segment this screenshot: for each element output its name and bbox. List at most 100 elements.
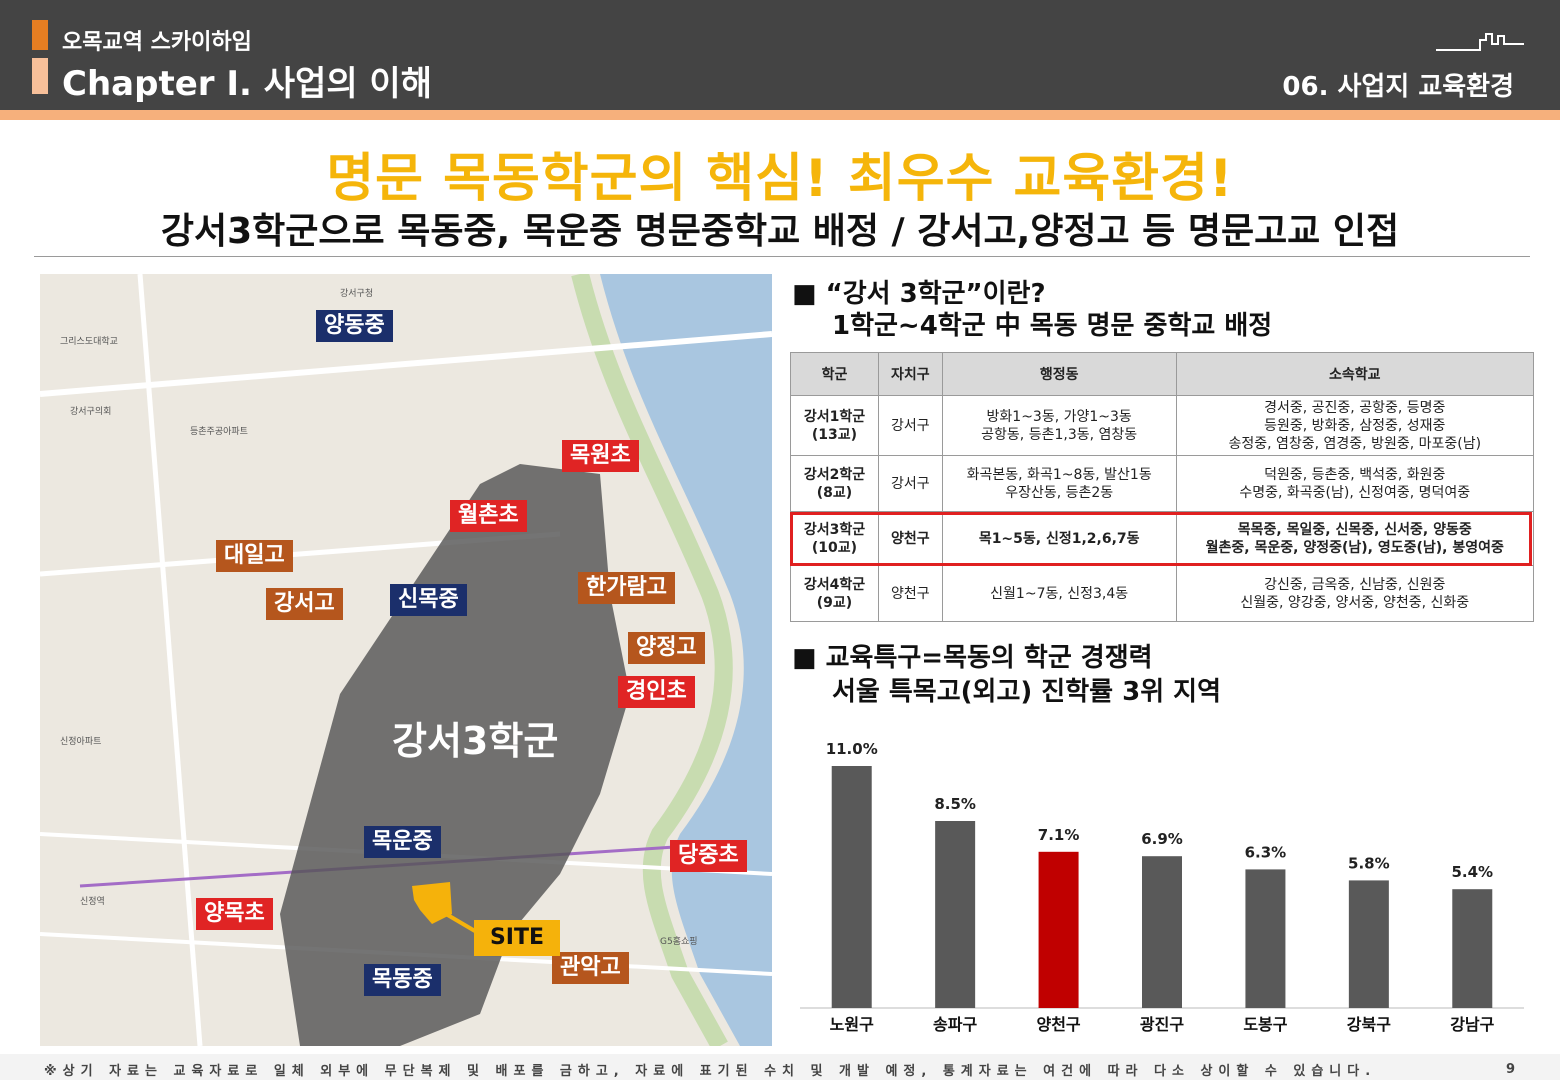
header-accent-bottom (32, 58, 48, 94)
chart-data-label: 6.9% (1141, 830, 1183, 848)
chart-bar (1245, 869, 1286, 1008)
school-label-mokwon: 목원초 (562, 440, 639, 472)
schools-line: 월촌중, 목운중, 양정중(남), 영도중(남), 봉영여중 (1205, 539, 1504, 556)
chart-category-label: 노원구 (830, 1015, 874, 1034)
footer-note: ※상기 자료는 교육자료로 일체 외부에 무단복제 및 배포를 금하고, 자료에… (44, 1064, 1377, 1079)
chart-category-label: 양천구 (1036, 1015, 1080, 1034)
school-label-yangdong: 양동중 (316, 310, 393, 342)
chart-bar (831, 766, 872, 1008)
group-name: 강서3학군 (803, 521, 866, 538)
chart-category-label: 도봉구 (1243, 1015, 1287, 1034)
section1-heading: ■ “강서 3학군”이란? (792, 279, 1046, 309)
school-label-yangjeong: 양정고 (628, 632, 705, 664)
group-count: (10교) (811, 539, 858, 556)
chart-data-label: 11.0% (826, 740, 878, 758)
chart-category-label: 강남구 (1450, 1015, 1494, 1034)
dong-line: 화곡본동, 화곡1~8동, 발산1동 (966, 466, 1152, 483)
main-title: 명문 목동학군의 핵심! 최우수 교육환경! (326, 149, 1234, 209)
map-street-text: 등촌주공아파트 (190, 427, 248, 437)
map-street-text: 그리스도대학교 (60, 337, 118, 347)
district-label: 강서3학군 (392, 719, 559, 763)
schools-line: 등원중, 방화중, 삼정중, 성재중 (1264, 417, 1446, 434)
group-count: (8교) (816, 484, 853, 501)
table-row-highlighted: 강서3학군 (10교) 양천구 목1~5동, 신정1,2,6,7동 목목중, 목… (790, 511, 1535, 566)
group-name: 강서4학군 (803, 576, 866, 593)
chart-bar (935, 821, 976, 1008)
dong-cell: 화곡본동, 화곡1~8동, 발산1동 우장산동, 등촌2동 (941, 455, 1177, 512)
admission-rate-bar-chart: 11.0% 노원구 8.5% 송파구 7.1% 양천구 6.9% 광진구 6.3% 도봉구 5.8%… (800, 740, 1524, 1034)
subtitle: 강서3학군으로 목동중, 목운중 명문중학교 배정 / 강서고,양정고 등 명문… (160, 211, 1400, 252)
group-count: (9교) (816, 594, 853, 611)
dong-line: 방화1~3동, 가양1~3동 (986, 408, 1132, 425)
skyline-logo-icon (1436, 33, 1524, 51)
chart-category-label: 강북구 (1347, 1015, 1391, 1034)
school-label-hangaram: 한가람고 (578, 572, 675, 604)
title-divider (34, 256, 1530, 257)
table-header-row: 학군 자치구 행정동 소속학교 (790, 352, 1535, 396)
school-label-mokun: 목운중 (364, 826, 441, 858)
section2-heading: ■ 교육특구=목동의 학군 경쟁력 (792, 643, 1153, 673)
schools-line: 강신중, 금옥중, 신남중, 신원중 (1264, 576, 1446, 593)
table-row: 강서4학군 (9교) 양천구 신월1~7동, 신정3,4동 강신중, 금옥중, … (790, 565, 1535, 622)
header-strip (0, 110, 1560, 120)
group-name: 강서1학군 (803, 408, 866, 425)
chart-bar (1142, 856, 1182, 1008)
chart-data-label: 5.8% (1348, 854, 1390, 872)
section-title: 06. 사업지 교육환경 (1282, 72, 1514, 102)
gu-cell: 양천구 (877, 565, 943, 622)
schools-line: 경서중, 공진중, 공항중, 등명중 (1264, 399, 1446, 416)
group-cell: 강서3학군 (10교) (790, 511, 879, 566)
map-street-text: 강서구청 (340, 289, 374, 299)
chart-bar (1038, 851, 1079, 1008)
section2-subheading: 서울 특목고(외고) 진학률 3위 지역 (832, 677, 1222, 707)
table-row: 강서1학군 (13교) 강서구 방화1~3동, 가양1~3동 공항동, 등촌1,… (790, 395, 1535, 456)
gu-cell: 강서구 (877, 455, 943, 512)
dong-line: 공항동, 등촌1,3동, 염창동 (981, 426, 1138, 443)
schools-line: 송정중, 염창중, 염경중, 방원중, 마포중(남) (1228, 435, 1482, 452)
table-header-cell: 자치구 (877, 352, 943, 396)
dong-line: 우장산동, 등촌2동 (1005, 484, 1114, 501)
school-label-gyeongin: 경인초 (618, 676, 695, 708)
dong-cell: 방화1~3동, 가양1~3동 공항동, 등촌1,3동, 염창동 (941, 395, 1177, 456)
site-label: SITE (474, 920, 560, 956)
dong-line: 목1~5동, 신정1,2,6,7동 (978, 530, 1140, 547)
school-label-gangseo: 강서고 (266, 588, 343, 620)
dong-cell: 목1~5동, 신정1,2,6,7동 (941, 511, 1177, 566)
page-number: 9 (1506, 1062, 1516, 1077)
chart-bar (1348, 880, 1389, 1008)
gu-cell: 강서구 (877, 395, 943, 456)
project-name: 오목교역 스카이하임 (62, 30, 252, 55)
chart-bar (1452, 889, 1493, 1008)
header-accent-top (32, 20, 48, 50)
school-label-mokdong: 목동중 (364, 964, 441, 996)
header-bar: 오목교역 스카이하임 Chapter Ⅰ. 사업의 이해 06. 사업지 교육환… (0, 0, 1560, 110)
map-street-text: 신정아파트 (60, 737, 102, 747)
schools-line: 수명중, 화곡중(남), 신정여중, 명덕여중 (1239, 484, 1471, 501)
schools-line: 덕원중, 등촌중, 백석중, 화원중 (1264, 466, 1446, 483)
school-label-daeil: 대일고 (216, 540, 293, 572)
table-header-cell: 행정동 (941, 352, 1177, 396)
group-cell: 강서2학군 (8교) (790, 455, 879, 512)
map-street-text: 신정역 (80, 897, 105, 907)
schools-cell: 강신중, 금옥중, 신남중, 신원중 신월중, 양강중, 양서중, 양천중, 신… (1175, 565, 1535, 622)
school-label-gwanak: 관악고 (552, 952, 629, 984)
table-header-cell: 소속학교 (1175, 352, 1535, 396)
chart-data-label: 5.4% (1451, 863, 1493, 881)
schools-line: 목목중, 목일중, 신목중, 신서중, 양동중 (1237, 521, 1472, 538)
school-label-sinmok: 신목중 (390, 584, 467, 616)
school-district-map: 강서구청 그리스도대학교 강서구의회 등촌주공아파트 신정아파트 신정역 G5홈… (40, 274, 772, 1046)
group-cell: 강서1학군 (13교) (790, 395, 879, 456)
group-count: (13교) (811, 426, 858, 443)
map-street-text: G5홈쇼핑 (660, 937, 698, 947)
chart-category-label: 광진구 (1140, 1015, 1184, 1034)
group-name: 강서2학군 (803, 466, 866, 483)
dong-line: 신월1~7동, 신정3,4동 (990, 585, 1129, 602)
schools-cell: 목목중, 목일중, 신목중, 신서중, 양동중 월촌중, 목운중, 양정중(남)… (1175, 511, 1535, 566)
chart-category-label: 송파구 (933, 1015, 977, 1034)
dong-cell: 신월1~7동, 신정3,4동 (941, 565, 1177, 622)
map-street-text: 강서구의회 (70, 407, 112, 417)
schools-cell: 경서중, 공진중, 공항중, 등명중 등원중, 방화중, 삼정중, 성재중 송정… (1175, 395, 1535, 456)
school-group-table: 학군 자치구 행정동 소속학교 강서1학군 (13교) 강서구 방화1~3동, … (790, 352, 1535, 622)
chart-data-label: 8.5% (934, 795, 976, 813)
section1-subheading: 1학군~4학군 中 목동 명문 중학교 배정 (832, 311, 1273, 341)
